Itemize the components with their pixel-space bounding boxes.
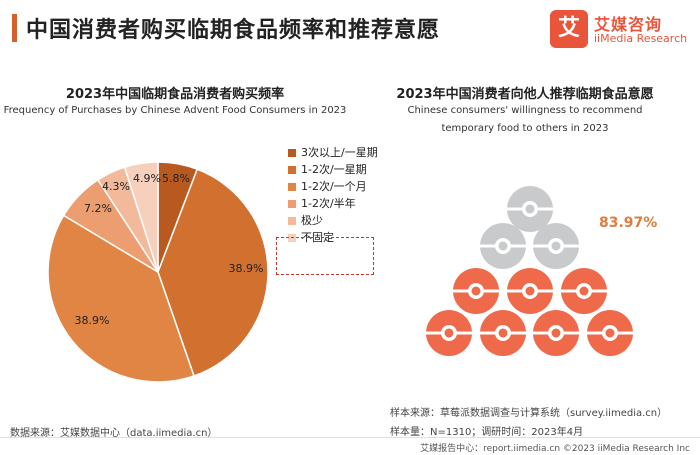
pie-chart-title: 2023年中国临期食品消费者购买频率: [65, 87, 285, 102]
legend-item: 1-2次/半年: [288, 196, 378, 212]
pictograph-icon: [507, 268, 553, 314]
pictograph-icon: [453, 268, 499, 314]
legend-swatch: [288, 217, 296, 225]
legend-label: 极少: [301, 214, 323, 227]
pictograph-icon: [587, 310, 633, 356]
legend-swatch: [288, 166, 296, 174]
legend-item: 极少: [288, 213, 378, 229]
logo-name-cn: 艾媒咨询: [594, 15, 663, 34]
footer-divider: [0, 437, 700, 438]
pictograph-subtitle-line1: Chinese consumers' willingness to recomm…: [407, 105, 643, 116]
pie-chart-subtitle: Frequency of Purchases by Chinese Advent…: [3, 105, 347, 116]
pie-slice: [157, 168, 269, 377]
logo-icon: 艾: [550, 10, 588, 48]
logo-name-en: iiMedia Research: [594, 32, 688, 45]
pictograph-icon: [561, 268, 607, 314]
pie-data-label: 7.2%: [84, 202, 112, 215]
recommend-percent-label: 83.97%: [599, 215, 658, 231]
pictograph-icon: [480, 310, 526, 356]
legend-label: 1-2次/半年: [301, 197, 356, 210]
legend-label: 1-2次/一个月: [301, 180, 367, 193]
pictograph-icon: [507, 186, 553, 232]
pie-data-label: 4.3%: [102, 180, 130, 193]
purchase-frequency-panel: 2023年中国临期食品消费者购买频率 Frequency of Purchase…: [0, 75, 350, 415]
pie-data-label: 38.9%: [75, 314, 110, 327]
pie-data-label: 38.9%: [229, 262, 264, 275]
pictograph-icon: [533, 223, 579, 269]
pictograph-title: 2023年中国消费者向他人推荐临期食品意愿: [396, 87, 654, 102]
pie-slice: [123, 161, 159, 273]
legend-label: 3次以上/一星期: [301, 146, 378, 159]
legend-swatch: [288, 200, 296, 208]
legend-item: 1-2次/一星期: [288, 162, 378, 178]
legend-item: 3次以上/一星期: [288, 145, 378, 161]
footer-credit: 艾媒报告中心：report.iimedia.cn ©2023 iiMedia R…: [420, 444, 690, 454]
pictograph-icon: [426, 310, 472, 356]
legend-swatch: [288, 183, 296, 191]
pictograph-subtitle-line2: temporary food to others in 2023: [441, 123, 609, 134]
legend-item: 1-2次/一个月: [288, 179, 378, 195]
recommend-willingness-panel: 2023年中国消费者向他人推荐临期食品意愿 Chinese consumers'…: [350, 75, 700, 405]
legend-highlight-box: [276, 237, 374, 275]
pie-slice: [47, 214, 195, 383]
pictograph-icon: [480, 223, 526, 269]
legend-swatch: [288, 149, 296, 157]
pie-data-label: 4.9%: [133, 172, 161, 185]
iimedia-logo: 艾 艾媒咨询 iiMedia Research: [550, 10, 690, 50]
sample-size: 样本量：N=1310；调研时间：2023年4月: [390, 427, 584, 438]
pictograph-icon: [533, 310, 579, 356]
sample-source: 样本来源：草莓派数据调查与计算系统（survey.iimedia.cn）: [390, 408, 668, 419]
legend-swatch: [288, 234, 296, 242]
title-accent-bar: [12, 14, 17, 42]
data-source: 数据来源：艾媒数据中心（data.iimedia.cn）: [10, 428, 218, 439]
page-title: 中国消费者购买临期食品频率和推荐意愿: [26, 18, 441, 43]
legend-label: 1-2次/一星期: [301, 163, 367, 176]
pie-data-label: 5.8%: [162, 172, 190, 185]
